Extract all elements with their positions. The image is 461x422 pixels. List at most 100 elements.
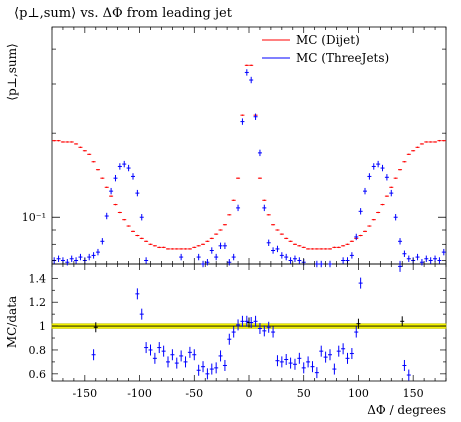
main-point-threejets-78 [393, 214, 398, 221]
main-point-threejets-12 [104, 212, 109, 220]
main-point-threejets-85 [424, 255, 429, 262]
main-point-threejets-40 [227, 259, 232, 266]
main-point-dijet-45 [249, 64, 254, 67]
main-point-dijet-26 [166, 248, 171, 250]
x-tick-label: 100 [348, 387, 369, 400]
main-point-threejets-75 [380, 164, 385, 172]
main-point-threejets-71 [363, 187, 368, 195]
ratio-point-threejets-9 [170, 349, 175, 361]
main-point-dijet-81 [406, 153, 411, 156]
main-point-threejets-77 [389, 189, 394, 197]
x-tick-label: 150 [403, 387, 424, 400]
main-point-threejets-89 [441, 248, 446, 256]
main-point-threejets-73 [371, 163, 376, 170]
main-point-dijet-29 [179, 248, 184, 250]
main-point-dijet-15 [117, 211, 122, 214]
main-point-threejets-86 [428, 257, 433, 264]
x-tick-label: -50 [185, 387, 203, 400]
ratio-point-threejets-26 [244, 315, 249, 327]
ratio-point-threejets-36 [288, 357, 293, 369]
main-point-threejets-70 [358, 208, 363, 215]
ratio-point-threejets-45 [327, 349, 332, 361]
main-point-threejets-16 [122, 160, 127, 168]
main-point-threejets-51 [275, 245, 280, 253]
ratio-point-threejets-24 [236, 319, 241, 331]
ratio-point-threejets-43 [319, 345, 324, 357]
main-point-threejets-4 [69, 255, 74, 262]
main-point-dijet-60 [314, 248, 319, 250]
ratio-ylabel: MC/data [5, 296, 19, 348]
ratio-point-threejets-35 [284, 354, 289, 366]
main-point-dijet-21 [144, 240, 149, 242]
main-point-dijet-77 [389, 186, 394, 188]
main-point-threejets-36 [209, 247, 214, 254]
ratio-point-threejets-2 [139, 308, 144, 320]
main-point-dijet-82 [411, 150, 416, 152]
ratio-point-threejets-6 [157, 342, 162, 354]
main-point-threejets-68 [349, 252, 354, 259]
x-axis-label: ΔΦ / degrees [367, 403, 446, 417]
main-point-dijet-2 [60, 141, 65, 143]
ratio-point-threejets-53 [398, 260, 403, 272]
ratio-point-threejets-51 [354, 326, 359, 338]
main-point-dijet-32 [192, 246, 197, 249]
ratio-point-threejets-17 [205, 368, 210, 380]
main-point-dijet-9 [91, 161, 96, 163]
main-ylabel: ⟨p⊥,sum⟩ [5, 43, 19, 100]
main-point-dijet-3 [65, 141, 70, 143]
main-point-threejets-60 [314, 260, 319, 268]
ratio-point-threejets-1 [135, 288, 140, 300]
main-point-threejets-43 [240, 118, 245, 125]
main-point-dijet-23 [152, 245, 157, 247]
ratio-point-threejets-38 [297, 352, 302, 364]
x-tick-label: -150 [72, 387, 97, 400]
main-point-dijet-52 [279, 233, 284, 235]
ratio-y-tick-label: 1 [39, 320, 46, 333]
main-point-dijet-44 [244, 64, 249, 67]
ratio-point-threejets-7 [161, 345, 166, 357]
main-point-threejets-11 [100, 238, 105, 245]
main-point-threejets-63 [327, 260, 332, 268]
main-point-dijet-85 [424, 141, 429, 143]
main-point-threejets-9 [91, 252, 96, 259]
main-point-dijet-79 [398, 168, 403, 171]
ratio-point-threejets-20 [218, 350, 223, 362]
main-point-threejets-52 [279, 252, 284, 259]
ratio-point-threejets-22 [227, 333, 232, 345]
main-point-dijet-18 [130, 230, 135, 233]
main-point-dijet-8 [87, 153, 92, 156]
ratio-point-threejets-50 [349, 348, 354, 360]
main-plot-area [52, 64, 446, 268]
main-point-dijet-75 [380, 203, 385, 206]
main-point-threejets-45 [249, 76, 254, 84]
main-point-threejets-1 [56, 255, 61, 262]
main-point-threejets-41 [231, 253, 236, 261]
main-point-dijet-12 [104, 186, 109, 188]
ratio-point-threejets-3 [144, 342, 149, 354]
main-point-dijet-5 [74, 143, 79, 145]
main-point-threejets-19 [135, 189, 140, 197]
main-point-dijet-70 [358, 234, 363, 237]
legend-threejets-label: MC (ThreeJets) [296, 51, 389, 65]
main-point-dijet-4 [69, 141, 74, 143]
main-point-threejets-79 [398, 238, 403, 245]
ratio-point-threejets-14 [192, 349, 197, 361]
main-point-dijet-10 [95, 168, 100, 171]
main-point-dijet-20 [139, 237, 144, 240]
main-point-dijet-87 [433, 141, 438, 143]
main-point-dijet-48 [262, 199, 267, 201]
main-point-threejets-53 [284, 253, 289, 261]
main-point-dijet-71 [363, 230, 368, 233]
main-point-threejets-21 [144, 257, 149, 264]
main-point-threejets-55 [292, 255, 297, 262]
main-point-dijet-88 [437, 139, 442, 142]
main-point-threejets-74 [376, 160, 381, 168]
ratio-point-threejets-4 [148, 344, 153, 356]
main-point-dijet-56 [297, 245, 302, 247]
main-point-dijet-57 [301, 246, 306, 249]
x-tick-label: 50 [297, 387, 311, 400]
main-point-threejets-35 [205, 259, 210, 266]
main-point-dijet-37 [214, 233, 219, 235]
main-point-dijet-25 [161, 246, 166, 249]
main-point-threejets-81 [406, 255, 411, 262]
